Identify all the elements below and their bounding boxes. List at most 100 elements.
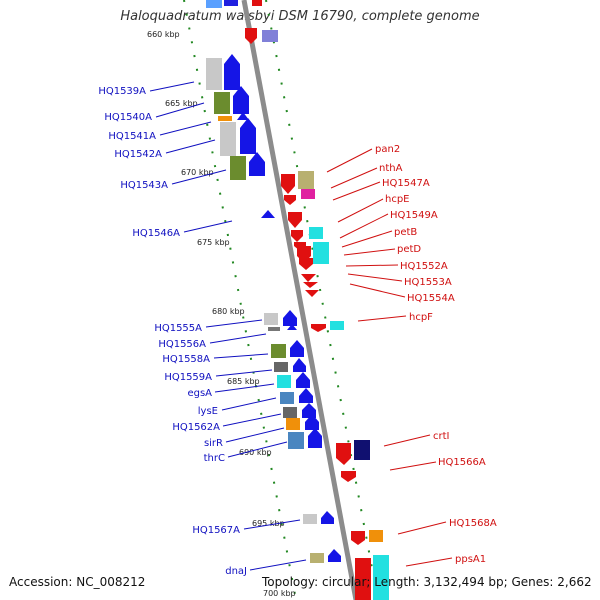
gene-cds bbox=[301, 189, 315, 199]
gene-cds bbox=[354, 440, 370, 460]
genome-backbone bbox=[241, 0, 359, 600]
gene-arrow bbox=[308, 428, 322, 448]
gene-label: HQ1541A bbox=[108, 131, 156, 142]
gene-arrow bbox=[283, 310, 297, 326]
gene-label: sirR bbox=[204, 438, 223, 449]
gene-cds bbox=[230, 156, 246, 180]
gene-label: HQ1540A bbox=[104, 112, 152, 123]
kbp-ticks: 660 kbp 665 kbp 670 kbp 675 kbp 680 kbp … bbox=[147, 30, 296, 598]
gene-arrow bbox=[321, 511, 334, 524]
tick-label: 700 kbp bbox=[263, 589, 296, 598]
gene-label: crtI bbox=[433, 431, 449, 442]
gene-label: egsA bbox=[187, 388, 212, 399]
gene-arrow bbox=[301, 274, 316, 282]
gene-arrow bbox=[288, 212, 302, 228]
gene-arrow bbox=[303, 282, 318, 288]
gene-arrow bbox=[351, 531, 365, 545]
gene-label: HQ1566A bbox=[438, 457, 486, 468]
gene-label: petD bbox=[397, 244, 421, 255]
gene-arrow bbox=[261, 210, 275, 218]
gene-arrow bbox=[252, 0, 262, 6]
gene-label: HQ1562A bbox=[172, 422, 220, 433]
gene-cds bbox=[283, 407, 297, 418]
tick-label: 675 kbp bbox=[197, 238, 230, 247]
gene-cds bbox=[303, 514, 317, 524]
gene-cds bbox=[214, 92, 230, 114]
gene-label: HQ1567A bbox=[192, 525, 240, 536]
gene-arrow bbox=[311, 324, 326, 332]
reverse-genes bbox=[206, 0, 341, 563]
gene-label: hcpE bbox=[385, 194, 410, 205]
gene-arrow bbox=[287, 324, 297, 330]
tick-label: 695 kbp bbox=[252, 519, 285, 528]
gene-arrow bbox=[299, 258, 313, 270]
tick-label: 670 kbp bbox=[181, 168, 214, 177]
tick-label: 665 kbp bbox=[165, 99, 198, 108]
gene-label: HQ1543A bbox=[120, 180, 168, 191]
gene-label: petB bbox=[394, 227, 417, 238]
gene-label: thrC bbox=[204, 453, 225, 464]
gene-label: HQ1539A bbox=[98, 86, 146, 97]
gene-cds bbox=[268, 327, 280, 331]
gene-arrow bbox=[281, 174, 295, 194]
gene-arrow bbox=[305, 290, 319, 297]
gene-cds bbox=[206, 58, 222, 90]
gene-arrow bbox=[336, 443, 351, 465]
gene-label: HQ1559A bbox=[164, 372, 212, 383]
left-leaders bbox=[149, 81, 307, 571]
gene-label: ppsA1 bbox=[455, 554, 486, 565]
gene-label: HQ1552A bbox=[400, 261, 448, 272]
accession-text: Accession: NC_008212 bbox=[9, 575, 146, 589]
gene-label: HQ1553A bbox=[404, 277, 452, 288]
gene-cds bbox=[330, 321, 344, 330]
gene-cds bbox=[271, 344, 286, 358]
forward-outer-lane bbox=[265, 0, 379, 600]
gene-arrow bbox=[341, 471, 356, 482]
gene-label: HQ1568A bbox=[449, 518, 497, 529]
gene-cds bbox=[274, 362, 288, 372]
gene-arrow bbox=[233, 86, 249, 114]
gene-arrow bbox=[290, 340, 304, 357]
right-leaders bbox=[326, 148, 453, 567]
gene-label: HQ1546A bbox=[132, 228, 180, 239]
gene-cds bbox=[218, 116, 232, 121]
gene-cds bbox=[206, 0, 222, 8]
gene-arrow bbox=[249, 152, 265, 176]
tick-label: 660 kbp bbox=[147, 30, 180, 39]
gene-arrow bbox=[355, 558, 371, 600]
gene-cds bbox=[298, 171, 314, 189]
gene-label: HQ1549A bbox=[390, 210, 438, 221]
gene-cds bbox=[310, 553, 324, 563]
map-title: Haloquadratum walsbyi DSM 16790, complet… bbox=[120, 9, 480, 24]
gene-label: HQ1554A bbox=[407, 293, 455, 304]
gene-arrow bbox=[245, 28, 257, 44]
tick-label: 685 kbp bbox=[227, 377, 260, 386]
gene-cds bbox=[264, 313, 278, 325]
gene-cds bbox=[373, 555, 389, 600]
gene-label: HQ1556A bbox=[158, 339, 206, 350]
gene-cds bbox=[369, 530, 383, 542]
gene-arrow bbox=[240, 118, 256, 154]
genome-summary: Topology: circular; Length: 3,132,494 bp… bbox=[262, 575, 592, 589]
tick-label: 680 kbp bbox=[212, 307, 245, 316]
gene-cds bbox=[313, 242, 329, 264]
gene-label: pan2 bbox=[375, 144, 400, 155]
gene-arrow bbox=[302, 403, 316, 418]
gene-label: hcpF bbox=[409, 312, 433, 323]
tick-label: 690 kbp bbox=[239, 448, 272, 457]
gene-arrow bbox=[291, 230, 303, 242]
gene-label: HQ1555A bbox=[154, 323, 202, 334]
gene-label: lysE bbox=[198, 406, 218, 417]
gene-arrow bbox=[224, 0, 238, 6]
gene-arrow bbox=[305, 414, 319, 430]
gene-label: dnaJ bbox=[225, 566, 247, 577]
gene-arrow bbox=[284, 195, 296, 205]
gene-label: nthA bbox=[379, 163, 403, 174]
gene-label: HQ1558A bbox=[162, 354, 210, 365]
gene-cds bbox=[286, 418, 300, 430]
gene-cds bbox=[262, 30, 278, 42]
gene-cds bbox=[309, 227, 323, 239]
gene-arrow bbox=[299, 388, 313, 403]
gene-arrow bbox=[328, 549, 341, 562]
